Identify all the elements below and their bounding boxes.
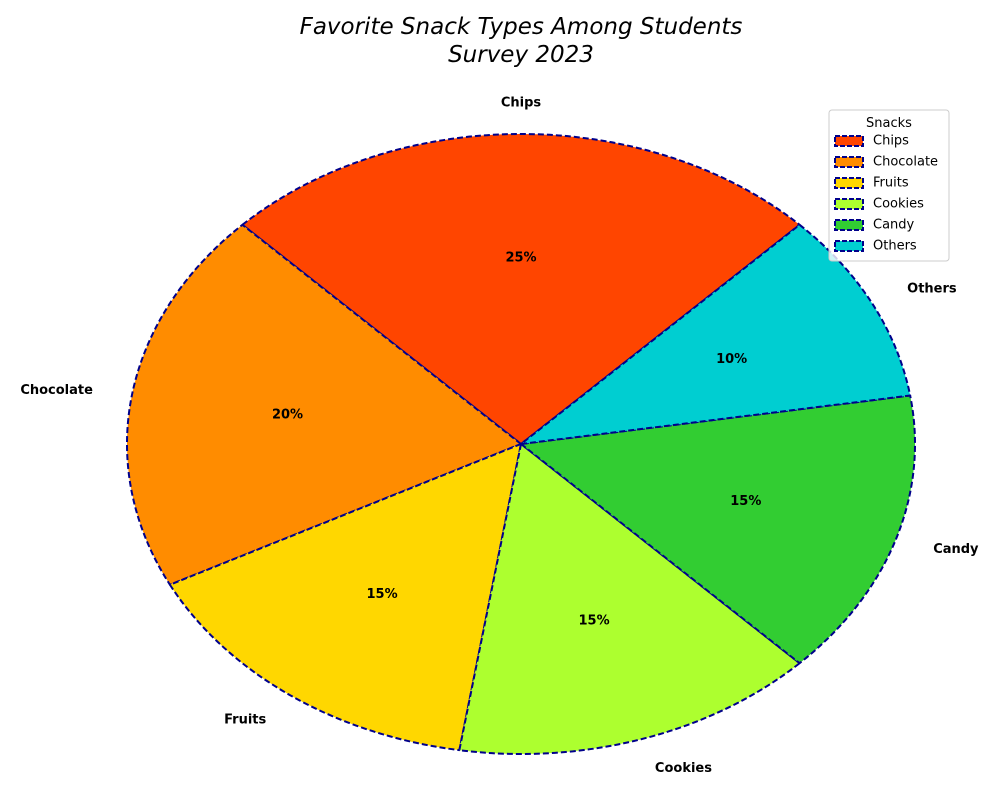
pie-slices bbox=[126, 133, 916, 755]
legend-swatch-candy bbox=[834, 219, 864, 231]
slice-label-chips: Chips bbox=[501, 96, 542, 111]
legend-swatch-fruits bbox=[834, 177, 864, 189]
legend-swatch-others bbox=[834, 240, 864, 252]
legend: Snacks Chips Chocolate Fruits Cookies Candy O… bbox=[828, 109, 950, 262]
legend-title: Snacks bbox=[866, 116, 912, 131]
pie-slice-others bbox=[520, 223, 912, 445]
legend-swatch-chips bbox=[834, 135, 864, 147]
percent-label-chocolate: 20% bbox=[272, 407, 303, 422]
slice-label-cookies: Cookies bbox=[655, 761, 712, 776]
slice-label-others: Others bbox=[907, 282, 957, 297]
percent-label-chips: 25% bbox=[505, 251, 536, 266]
legend-label-chips: Chips bbox=[873, 134, 909, 149]
slice-label-chocolate: Chocolate bbox=[20, 383, 93, 398]
chart-title-line-2: Survey 2023 bbox=[448, 42, 594, 68]
slice-label-candy: Candy bbox=[933, 542, 979, 557]
legend-swatch-cookies bbox=[834, 198, 864, 210]
chart-title-line-1: Favorite Snack Types Among Students bbox=[300, 14, 743, 40]
pie-slice-cookies bbox=[458, 443, 801, 755]
pie-slice-labels: Chips Chocolate Fruits Cookies Candy Others bbox=[20, 96, 979, 776]
percent-label-cookies: 15% bbox=[578, 613, 609, 628]
chart-title: Favorite Snack Types Among Students Surv… bbox=[300, 14, 743, 68]
pie-slice-fruits bbox=[168, 443, 522, 752]
legend-label-others: Others bbox=[873, 239, 917, 254]
percent-label-fruits: 15% bbox=[366, 587, 397, 602]
legend-label-cookies: Cookies bbox=[873, 197, 924, 212]
legend-swatch-chocolate bbox=[834, 156, 864, 168]
percent-label-candy: 15% bbox=[730, 494, 761, 509]
pie-percent-labels: 25% 20% 15% 15% 15% 10% bbox=[272, 251, 761, 629]
legend-label-candy: Candy bbox=[873, 218, 915, 233]
pie-slice-candy bbox=[520, 394, 916, 665]
pie-slice-chocolate bbox=[126, 223, 522, 586]
legend-entries: Chips Chocolate Fruits Cookies Candy Others bbox=[834, 134, 938, 254]
legend-label-chocolate: Chocolate bbox=[873, 155, 938, 170]
pie-slice-chips bbox=[241, 133, 801, 445]
percent-label-others: 10% bbox=[716, 352, 747, 367]
legend-label-fruits: Fruits bbox=[873, 176, 909, 191]
slice-label-fruits: Fruits bbox=[224, 712, 266, 727]
